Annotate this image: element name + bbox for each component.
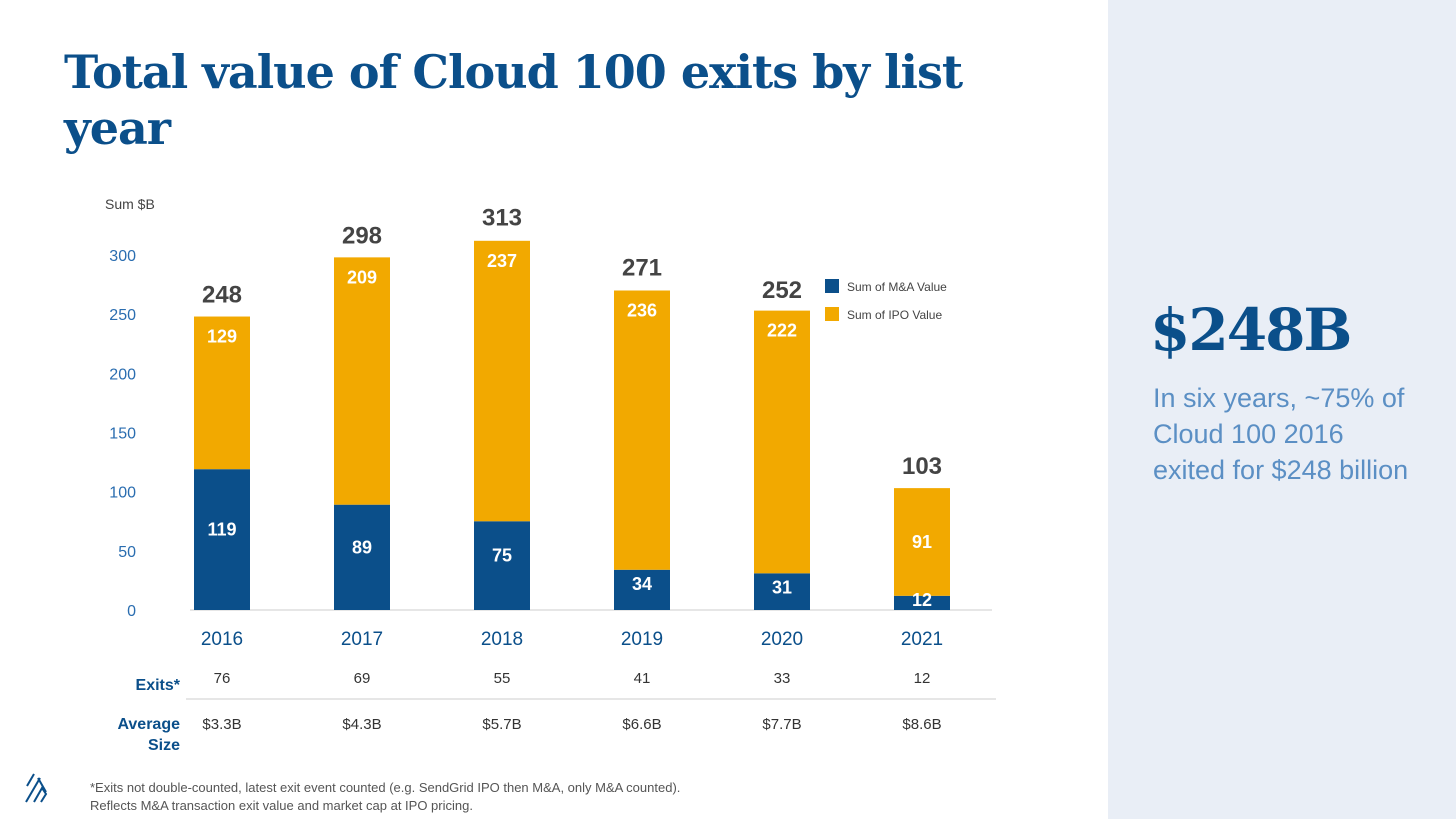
total-label: 248: [202, 282, 242, 309]
total-label: 271: [622, 254, 662, 281]
exits-cell: 12: [914, 670, 931, 687]
y-tick-label: 150: [109, 426, 136, 443]
bar-ipo-2019: [614, 290, 670, 570]
x-tick-label: 2021: [901, 629, 943, 650]
data-label-ipo: 222: [767, 321, 797, 341]
data-label-ipo: 91: [912, 532, 932, 552]
y-tick-label: 100: [109, 485, 136, 502]
total-label: 103: [902, 453, 942, 480]
y-tick-label: 250: [109, 307, 136, 324]
y-tick-label: 0: [127, 603, 136, 620]
exits-cell: 55: [494, 670, 511, 687]
x-tick-label: 2017: [341, 629, 383, 650]
stacked-bar-chart: Sum $B 0 50 100 150 200 250 300 119 129 248 2016 89 2…: [105, 196, 996, 754]
data-label-ma: 12: [912, 590, 932, 610]
x-tick-label: 2018: [481, 629, 523, 650]
y-tick-label: 300: [109, 248, 136, 265]
data-label-ma: 119: [207, 520, 236, 540]
average-size-cell: $4.3B: [342, 716, 381, 733]
brand-logo-icon: [25, 773, 48, 803]
highlight-value: $248B: [1150, 296, 1352, 364]
data-label-ma: 31: [772, 577, 792, 597]
footnote-line: Reflects M&A transaction exit value and …: [90, 798, 473, 813]
row-label-average: Average: [117, 716, 180, 733]
row-label-exits: Exits*: [136, 677, 181, 694]
exits-cell: 33: [774, 670, 791, 687]
bar-ma-2018: [474, 521, 530, 610]
exits-cell: 41: [634, 670, 651, 687]
total-label: 252: [762, 277, 802, 304]
data-label-ma: 89: [352, 537, 372, 557]
legend-swatch: [825, 279, 839, 293]
side-panel: [1108, 0, 1456, 819]
y-axis-label: Sum $B: [105, 196, 155, 212]
x-tick-label: 2019: [621, 629, 663, 650]
legend-label: Sum of M&A Value: [847, 280, 947, 294]
bar-ipo-2018: [474, 240, 530, 522]
average-size-cell: $6.6B: [622, 716, 661, 733]
data-label-ipo: 237: [487, 251, 517, 271]
total-label: 313: [482, 205, 522, 232]
footnote-line: *Exits not double-counted, latest exit e…: [90, 780, 681, 795]
legend-label: Sum of IPO Value: [847, 308, 942, 322]
bar-ma-2016: [194, 469, 250, 610]
page-title: Total value of Cloud 100 exits by list y…: [64, 45, 963, 155]
data-label-ipo: 209: [347, 267, 377, 287]
bar-ipo-2017: [334, 257, 390, 505]
y-tick-label: 50: [118, 544, 136, 561]
data-label-ipo: 236: [627, 301, 657, 321]
bar-ma-2017: [334, 504, 390, 610]
bar-ma-2019: [614, 569, 670, 610]
bar-ma-2021: [894, 595, 950, 610]
bar-ipo-2016: [194, 316, 250, 470]
x-tick-label: 2020: [761, 629, 803, 650]
bar-ipo-2020: [754, 310, 810, 574]
x-tick-label: 2016: [201, 629, 243, 650]
average-size-cell: $3.3B: [202, 716, 241, 733]
row-label-size: Size: [148, 737, 180, 754]
exits-cell: 69: [354, 670, 371, 687]
exits-cell: 76: [214, 670, 231, 687]
total-label: 298: [342, 222, 382, 249]
footnote: *Exits not double-counted, latest exit e…: [90, 779, 680, 815]
legend-swatch: [825, 307, 839, 321]
y-tick-label: 200: [109, 366, 136, 383]
bar-ipo-2021: [894, 488, 950, 596]
average-size-cell: $7.7B: [762, 716, 801, 733]
data-label-ma: 75: [492, 546, 512, 566]
average-size-cell: $8.6B: [902, 716, 941, 733]
average-size-cell: $5.7B: [482, 716, 521, 733]
data-label-ma: 34: [632, 574, 652, 594]
data-label-ipo: 129: [207, 327, 237, 347]
highlight-text: In six years, ~75% of Cloud 100 2016 exi…: [1153, 383, 1409, 485]
bar-ma-2020: [754, 573, 810, 610]
